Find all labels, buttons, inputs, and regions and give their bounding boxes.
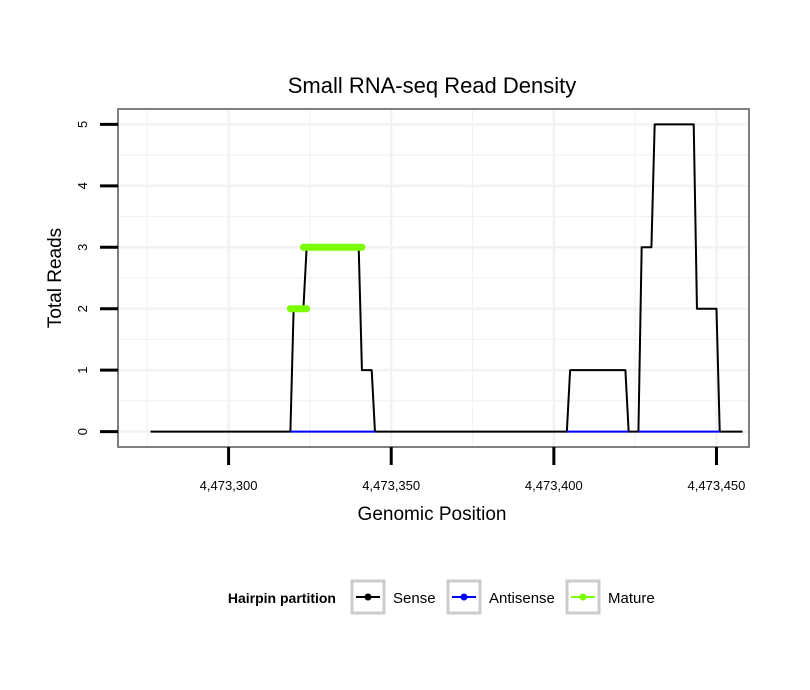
legend-label: Sense (393, 590, 436, 607)
legend-key-point (365, 594, 372, 601)
x-tick-label: 4,473,450 (688, 478, 746, 493)
legend-item-mature: Mature (567, 581, 655, 613)
y-tick-label: 3 (75, 244, 90, 251)
legend-item-antisense: Antisense (448, 581, 555, 613)
y-tick-label: 5 (75, 121, 90, 128)
y-axis: 0 1 2 3 4 5 (75, 121, 118, 436)
legend-key-point (461, 594, 468, 601)
x-tick-label: 4,473,350 (362, 478, 420, 493)
y-tick-label: 4 (75, 182, 90, 189)
y-tick-label: 0 (75, 428, 90, 435)
legend-label: Mature (608, 590, 655, 607)
x-axis: 4,473,300 4,473,350 4,473,400 4,473,450 (200, 447, 746, 493)
legend-label: Antisense (489, 590, 555, 607)
y-axis-title: Total Reads (45, 228, 66, 328)
x-axis-title: Genomic Position (358, 504, 507, 525)
legend-key-point (580, 594, 587, 601)
y-tick-label: 2 (75, 305, 90, 312)
legend: Hairpin partition Sense Antisense Mature (228, 581, 655, 613)
x-tick-label: 4,473,400 (525, 478, 583, 493)
y-tick-label: 1 (75, 367, 90, 374)
legend-item-sense: Sense (352, 581, 436, 613)
legend-title: Hairpin partition (228, 590, 336, 606)
x-tick-label: 4,473,300 (200, 478, 258, 493)
chart-title: Small RNA-seq Read Density (288, 73, 577, 98)
read-density-chart: Small RNA-seq Read Density 4,473,300 4,47… (0, 0, 810, 690)
